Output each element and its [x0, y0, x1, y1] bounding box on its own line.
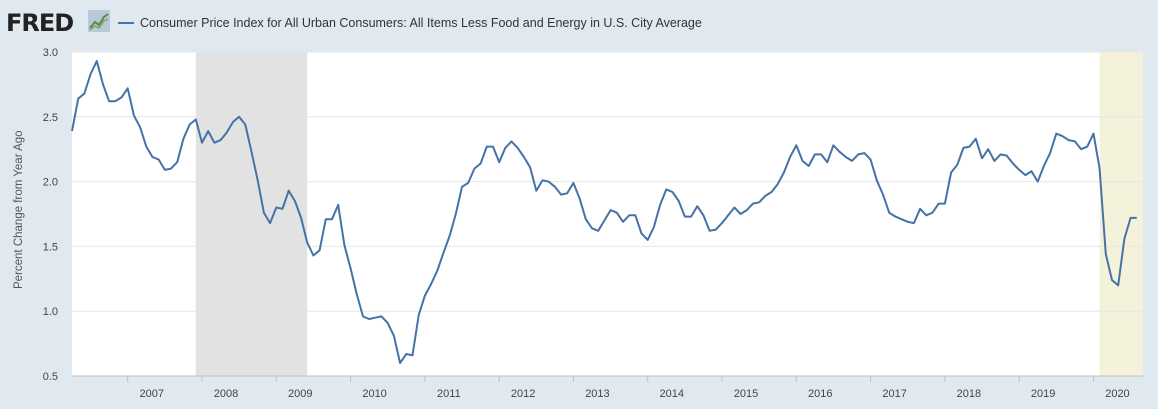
- recession-band: [195, 52, 308, 376]
- x-tick-label: 2013: [585, 388, 609, 400]
- x-tick-label: 2018: [957, 388, 981, 400]
- chart-header: FRED Consumer Price Index for All Urban …: [0, 0, 1158, 44]
- y-tick-label: 1.0: [43, 306, 58, 318]
- x-tick-label: 2017: [882, 388, 906, 400]
- x-tick-label: 2009: [288, 388, 312, 400]
- x-tick-label: 2016: [808, 388, 832, 400]
- legend-swatch: [118, 21, 134, 24]
- x-tick-label: 2011: [437, 388, 461, 400]
- x-tick-label: 2010: [362, 388, 386, 400]
- x-tick-label: 2015: [734, 388, 758, 400]
- legend: Consumer Price Index for All Urban Consu…: [118, 16, 702, 30]
- y-tick-label: 3.0: [43, 47, 58, 59]
- x-tick-label: 2019: [1031, 388, 1055, 400]
- y-tick-label: 1.5: [43, 241, 58, 253]
- recession-band: [1099, 52, 1143, 376]
- series-line: [71, 60, 1137, 364]
- fred-chart-line-icon: [88, 10, 110, 32]
- x-tick-label: 2007: [139, 388, 163, 400]
- x-tick-label: 2012: [511, 388, 535, 400]
- x-tick-label: 2020: [1105, 388, 1129, 400]
- y-tick-label: 0.5: [43, 371, 58, 383]
- x-tick-label: 2008: [214, 388, 238, 400]
- y-tick-label: 2.5: [43, 112, 58, 124]
- fred-logo[interactable]: FRED: [6, 9, 74, 37]
- y-tick-label: 2.0: [43, 177, 58, 189]
- legend-series-name: Consumer Price Index for All Urban Consu…: [140, 16, 702, 30]
- x-tick-label: 2014: [659, 388, 683, 400]
